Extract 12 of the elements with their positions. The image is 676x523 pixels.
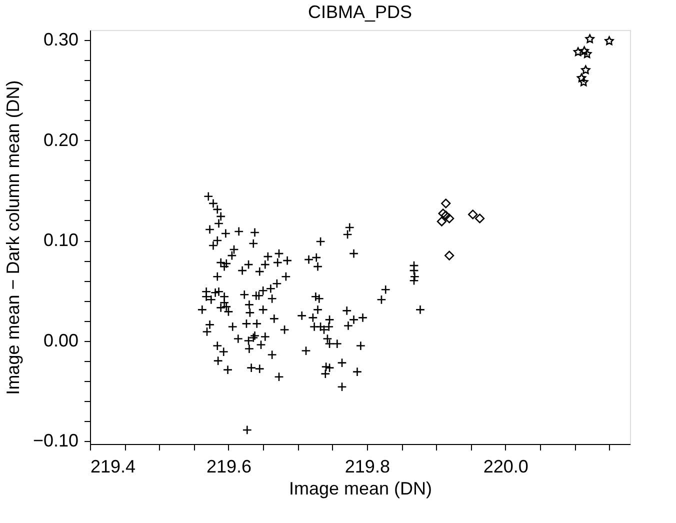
x-tick-label: 219.8 [344,456,390,476]
y-tick-label: 0.00 [43,330,78,350]
x-tick-label: 220.0 [483,456,528,476]
y-tick-label: 0.10 [43,230,78,250]
x-tick-label: 219.4 [90,456,136,476]
y-tick-label: −0.10 [32,430,78,450]
y-tick-label: 0.30 [43,30,78,50]
y-tick-label: 0.20 [43,130,78,150]
chart-title: CIBMA_PDS [308,2,412,22]
x-axis-title: Image mean (DN) [288,478,432,498]
y-axis-title: Image mean − Dark column mean (DN) [2,80,23,395]
x-tick-label: 219.6 [206,456,252,476]
